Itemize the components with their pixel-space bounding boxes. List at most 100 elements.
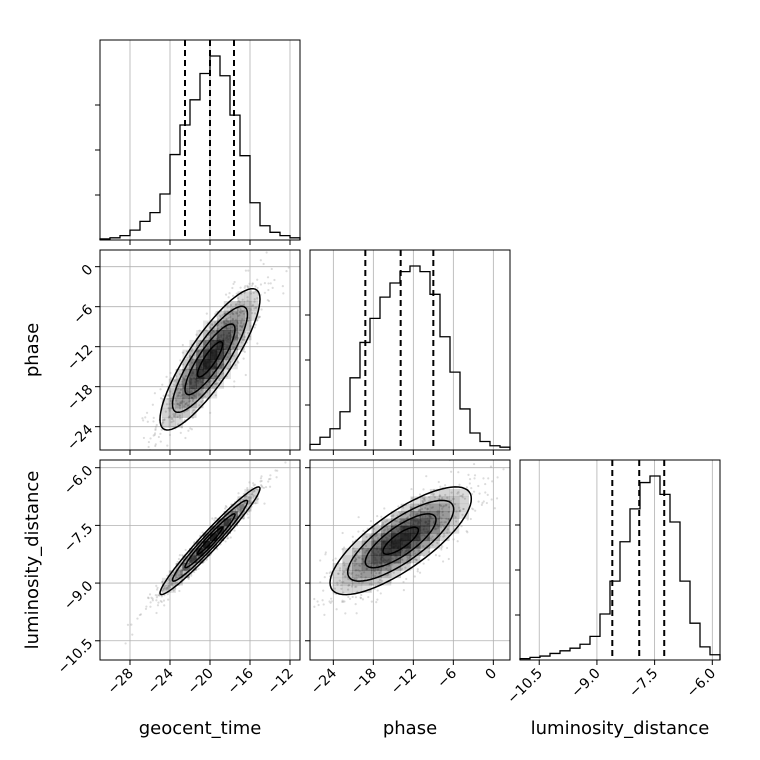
sample-point: [378, 572, 381, 575]
density-cell: [203, 540, 211, 549]
contour-1-5-sigma: [171, 499, 249, 582]
sample-point: [228, 516, 232, 520]
sample-point: [434, 554, 437, 557]
sample-point: [170, 417, 173, 420]
sample-point: [384, 520, 387, 523]
sample-point: [239, 329, 242, 332]
sample-point: [406, 555, 409, 559]
sample-point: [395, 520, 399, 523]
sample-point: [178, 407, 182, 410]
sample-point: [467, 473, 470, 476]
sample-point: [156, 588, 159, 591]
density-cell: [230, 349, 238, 360]
sample-point: [441, 514, 445, 517]
sample-point: [442, 504, 446, 508]
sample-point: [180, 573, 183, 576]
sample-point: [381, 523, 384, 526]
sample-point: [187, 400, 190, 403]
sample-point: [251, 282, 254, 286]
sample-point: [239, 325, 242, 328]
sample-point: [287, 637, 289, 639]
contour-1-sigma: [184, 323, 236, 396]
sample-point: [244, 269, 248, 272]
sample-point: [244, 501, 247, 504]
sample-point: [251, 304, 254, 307]
sample-point: [180, 402, 183, 405]
sample-point: [190, 574, 193, 577]
sample-point: [219, 315, 222, 318]
sample-point: [170, 574, 173, 577]
sample-point: [168, 415, 171, 418]
sample-point: [427, 550, 431, 554]
y-axis-label-phase: phase: [22, 323, 43, 377]
sample-point: [412, 549, 416, 553]
sample-point: [229, 315, 232, 319]
sample-point: [236, 297, 240, 300]
density-cell: [251, 301, 259, 312]
sample-point: [336, 583, 339, 586]
sample-point: [222, 524, 225, 527]
density-cell: [237, 310, 245, 321]
y-tick-label: −6.0: [61, 463, 96, 498]
sample-point: [156, 594, 159, 597]
sample-point: [359, 596, 362, 599]
sample-point: [251, 282, 254, 285]
sample-point: [258, 315, 261, 318]
density-cell: [458, 496, 469, 505]
sample-point: [226, 304, 229, 308]
sample-point: [176, 395, 179, 398]
sample-point: [242, 357, 245, 360]
sample-point: [235, 318, 238, 321]
density-cell: [196, 398, 204, 409]
sample-point: [355, 577, 358, 580]
sample-point: [241, 310, 245, 313]
sample-point: [240, 341, 243, 344]
sample-point: [241, 339, 245, 342]
sample-point: [193, 553, 196, 556]
sample-point: [347, 588, 350, 591]
sample-point: [431, 544, 434, 547]
sample-point: [187, 404, 190, 407]
sample-point: [179, 402, 183, 405]
density-cell: [381, 555, 392, 564]
sample-point: [355, 585, 358, 588]
density-cell: [371, 540, 382, 549]
sample-point: [178, 383, 181, 387]
sample-point: [256, 297, 259, 300]
sample-point: [221, 372, 225, 375]
sample-point: [193, 553, 196, 556]
sample-point: [282, 292, 285, 295]
sample-point: [176, 402, 179, 405]
sample-point: [382, 521, 385, 525]
sample-point: [348, 584, 351, 587]
density-cell: [352, 562, 363, 571]
sample-point: [355, 612, 358, 615]
sample-point: [185, 401, 188, 405]
sample-point: [166, 444, 169, 447]
density-cell: [371, 533, 382, 542]
sample-point: [256, 488, 259, 491]
sample-point: [408, 555, 412, 558]
sample-point: [351, 571, 354, 574]
sample-point: [246, 513, 249, 516]
density-cell: [223, 525, 231, 534]
sample-point: [433, 528, 436, 531]
density-cell: [400, 511, 411, 519]
sample-point: [361, 581, 364, 584]
sample-point: [245, 507, 248, 510]
sample-point: [249, 496, 253, 500]
sample-point: [235, 303, 238, 306]
sample-point: [425, 475, 428, 478]
sample-point: [466, 531, 469, 534]
density-cell: [381, 562, 392, 571]
sample-point: [448, 506, 451, 509]
sample-point: [458, 509, 462, 513]
sample-point: [172, 420, 175, 423]
sample-point: [209, 389, 212, 392]
sample-point: [177, 391, 180, 395]
sample-point: [238, 314, 241, 317]
density-cell: [182, 562, 190, 571]
sample-point: [460, 494, 464, 497]
sample-point: [233, 280, 236, 284]
density-cell: [216, 310, 225, 321]
